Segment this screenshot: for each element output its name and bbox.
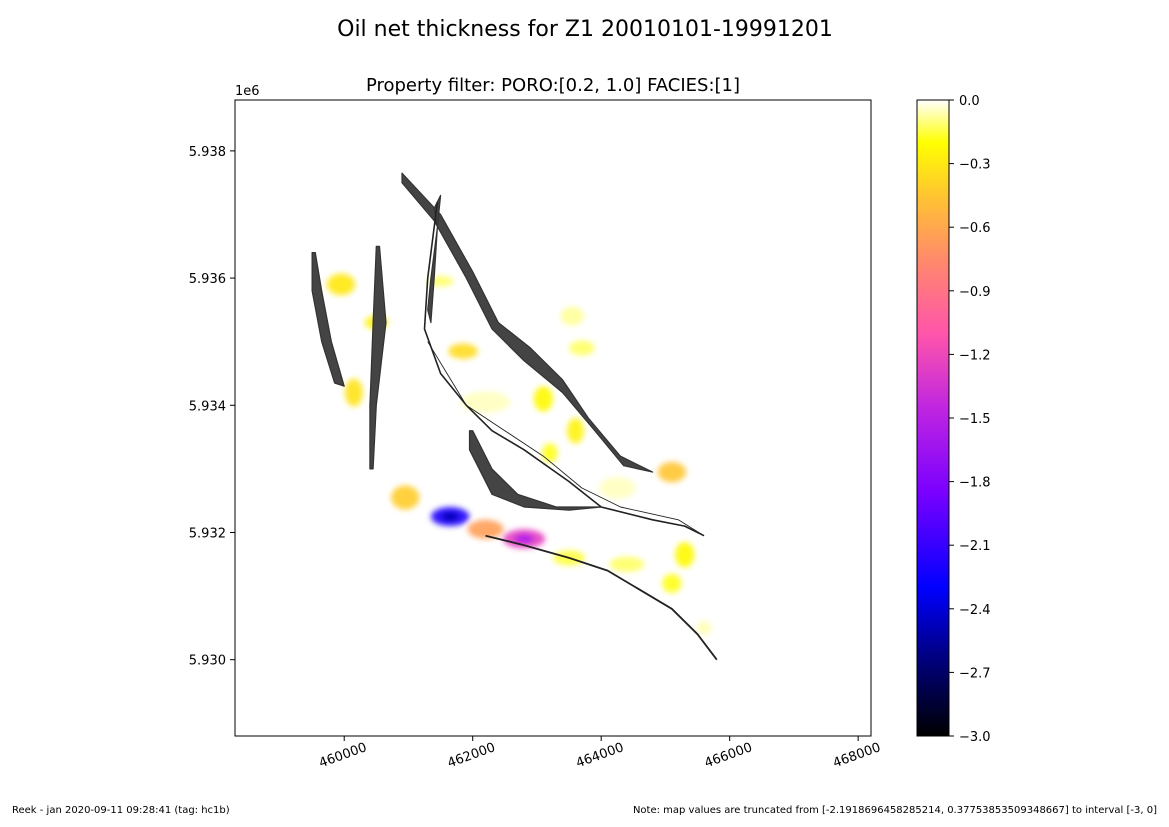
colorbar-tick-label: −0.6 — [959, 221, 991, 236]
heat-region — [542, 443, 558, 463]
colorbar-tick-label: −0.3 — [959, 158, 991, 173]
chart-title: Oil net thickness for Z1 20010101-199912… — [337, 17, 833, 42]
fault-layer — [311, 172, 718, 661]
plot-area — [235, 100, 871, 736]
heat-region — [696, 620, 712, 635]
heat-region — [657, 461, 686, 483]
y-tick-label: 5.930 — [189, 654, 226, 669]
colorbar-tick-label: −2.7 — [959, 666, 991, 681]
fault-polygon — [311, 252, 345, 387]
colorbar-tick-label: −2.4 — [959, 603, 991, 618]
fault-line — [427, 341, 705, 537]
colorbar-tick-label: −1.5 — [959, 412, 991, 427]
x-axis: 460000 462000 464000 466000 468000 — [317, 736, 883, 771]
heat-region — [599, 477, 636, 499]
plot-frame — [234, 99, 872, 737]
heat-region — [448, 343, 478, 359]
heat-region — [560, 306, 584, 326]
x-tick-label: 462000 — [446, 740, 498, 771]
y-tick-label: 5.936 — [189, 272, 226, 287]
colorbar-tick-label: −1.2 — [959, 348, 991, 363]
heat-region — [344, 378, 363, 407]
fault-line — [485, 534, 718, 661]
heat-region — [569, 340, 595, 356]
colorbar-tick-label: −3.0 — [959, 730, 991, 745]
footer-right: Note: map values are truncated from [-2.… — [633, 805, 1157, 816]
colorbar-tick-label: −0.9 — [959, 285, 991, 300]
y-tick-label: 5.934 — [189, 399, 226, 414]
heat-region — [467, 519, 504, 539]
colorbar-ticks: 0.0 −0.3 −0.6 −0.9 −1.2 −1.5 −1.8 −2.1 −2.4 −2.7 −… — [949, 94, 991, 745]
heat-region — [567, 418, 584, 444]
fault-polygon — [401, 172, 654, 473]
fault-polygon — [468, 430, 602, 511]
chart-subtitle: Property filter: PORO:[0.2, 1.0] FACIES:… — [366, 75, 740, 96]
heatmap-layer — [326, 273, 712, 635]
x-tick-label: 464000 — [574, 740, 626, 771]
y-offset-label: 1e6 — [235, 84, 260, 99]
heat-region — [391, 485, 420, 510]
fault-polygon — [369, 245, 387, 470]
fault-line — [423, 201, 705, 537]
y-tick-label: 5.932 — [189, 526, 226, 541]
x-tick-label: 466000 — [703, 740, 755, 771]
colorbar-tick-label: −1.8 — [959, 476, 991, 491]
heat-region — [609, 556, 645, 572]
colorbar — [916, 99, 950, 737]
footer-left: Reek - jan 2020-09-11 09:28:41 (tag: hc1… — [12, 805, 230, 816]
colorbar-tick-label: 0.0 — [959, 94, 980, 109]
y-tick-label: 5.938 — [189, 145, 226, 160]
x-tick-label: 468000 — [831, 740, 883, 771]
heat-region — [533, 386, 553, 412]
heat-region — [675, 542, 695, 568]
heat-region-core — [514, 534, 534, 544]
heat-region-core — [441, 512, 459, 521]
x-tick-label: 460000 — [317, 740, 369, 771]
heat-region — [662, 573, 682, 593]
colorbar-tick-label: −2.1 — [959, 539, 991, 554]
y-axis: 5.930 5.932 5.934 5.936 5.938 — [189, 145, 235, 669]
heat-region — [326, 273, 356, 296]
heat-region — [461, 391, 510, 413]
